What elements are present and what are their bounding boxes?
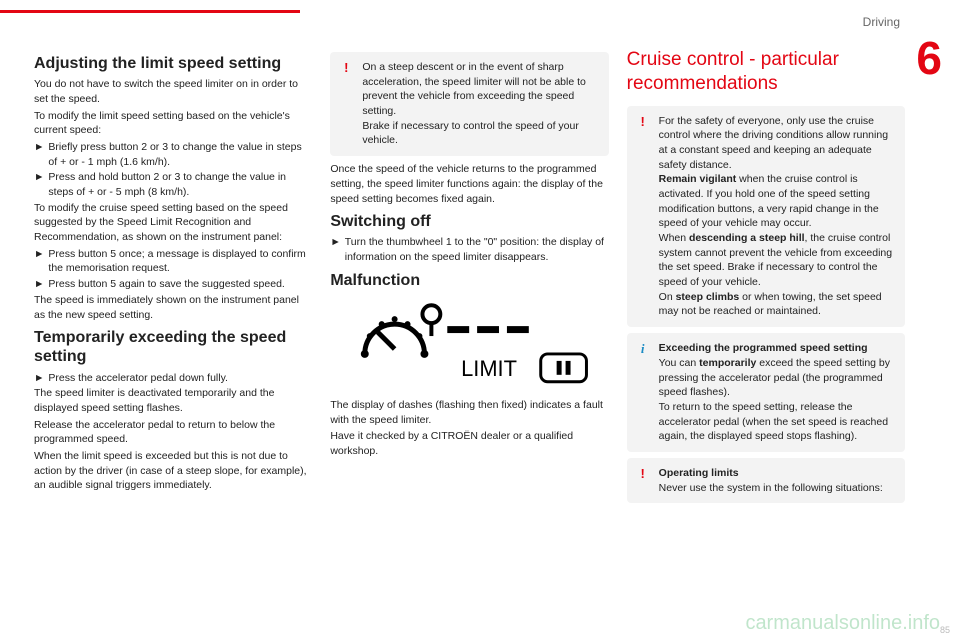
text: Never use the system in the following si…	[659, 482, 883, 494]
paragraph: When the limit speed is exceeded but thi…	[34, 449, 312, 493]
paragraph: The speed limiter is deactivated tempora…	[34, 386, 312, 415]
text-strong: steep climbs	[676, 291, 740, 303]
text: When	[659, 232, 689, 244]
heading-temporarily: Temporarily exceeding the speed setting	[34, 328, 312, 366]
paragraph: Release the accelerator pedal to return …	[34, 418, 312, 447]
heading-malfunction: Malfunction	[330, 271, 608, 290]
watermark: carmanualsonline.info	[745, 612, 940, 635]
bullet-item: ►Press and hold button 2 or 3 to change …	[34, 170, 312, 199]
column-3: Cruise control - particular recommendati…	[627, 48, 905, 630]
bullet-text: Press button 5 once; a message is displa…	[48, 247, 312, 276]
bullet-arrow-icon: ►	[34, 277, 44, 292]
callout-body: On a steep descent or in the event of sh…	[362, 60, 598, 148]
text-strong: descending a steep hill	[689, 232, 805, 244]
callout-title: Exceeding the programmed speed setting	[659, 342, 868, 354]
paragraph: You do not have to switch the speed limi…	[34, 77, 312, 106]
text: You can	[659, 357, 699, 369]
chapter-number: 6	[916, 35, 942, 81]
column-2: ! On a steep descent or in the event of …	[330, 48, 608, 630]
bullet-arrow-icon: ►	[34, 371, 44, 386]
callout-title: Operating limits	[659, 467, 739, 479]
paragraph: The display of dashes (flashing then fix…	[330, 398, 608, 427]
bullet-arrow-icon: ►	[34, 247, 44, 276]
page-number: 85	[940, 625, 950, 635]
column-1: Adjusting the limit speed setting You do…	[34, 48, 312, 630]
bullet-text: Briefly press button 2 or 3 to change th…	[48, 140, 312, 169]
heading-cruise-control: Cruise control - particular recommendati…	[627, 48, 905, 96]
text-strong: temporarily	[699, 357, 756, 369]
paragraph: To modify the limit speed setting based …	[34, 109, 312, 138]
bullet-item: ►Turn the thumbwheel 1 to the "0" positi…	[330, 235, 608, 264]
callout-body: Operating limits Never use the system in…	[659, 466, 895, 495]
bullet-text: Press button 5 again to save the suggest…	[48, 277, 312, 292]
paragraph: Have it checked by a CITROËN dealer or a…	[330, 429, 608, 458]
limit-label: LIMIT	[461, 356, 517, 381]
heading-switching-off: Switching off	[330, 212, 608, 231]
bullet-item: ►Press button 5 once; a message is displ…	[34, 247, 312, 276]
exclamation-icon: !	[338, 60, 354, 76]
callout-warning-limits: ! Operating limits Never use the system …	[627, 458, 905, 503]
callout-body: For the safety of everyone, only use the…	[659, 114, 895, 320]
paragraph: The speed is immediately shown on the in…	[34, 293, 312, 322]
limit-display-svg: LIMIT	[330, 294, 608, 394]
bullet-text: Press and hold button 2 or 3 to change t…	[48, 170, 312, 199]
text-strong: Remain vigilant	[659, 173, 737, 185]
bullet-arrow-icon: ►	[330, 235, 340, 264]
callout-body: Exceeding the programmed speed setting Y…	[659, 341, 895, 444]
bullet-arrow-icon: ►	[34, 140, 44, 169]
limit-display-figure: LIMIT	[330, 294, 608, 394]
bullet-item: ► Press button 5 again to save the sugges…	[34, 277, 312, 292]
paragraph: Once the speed of the vehicle returns to…	[330, 162, 608, 206]
text: For the safety of everyone, only use the…	[659, 115, 888, 171]
manual-page: Driving 6 Adjusting the limit speed sett…	[0, 0, 960, 640]
text: On	[659, 291, 676, 303]
top-accent-bar	[0, 10, 300, 13]
bullet-item: ►Briefly press button 2 or 3 to change t…	[34, 140, 312, 169]
callout-info-exceeding: i Exceeding the programmed speed setting…	[627, 333, 905, 452]
exclamation-icon: !	[635, 114, 651, 130]
bullet-text: Turn the thumbwheel 1 to the "0" positio…	[345, 235, 609, 264]
bullet-text: Press the accelerator pedal down fully.	[48, 371, 312, 386]
heading-adjusting: Adjusting the limit speed setting	[34, 54, 312, 73]
chapter-label: Driving	[863, 15, 900, 29]
paragraph: To modify the cruise speed setting based…	[34, 201, 312, 245]
info-icon: i	[635, 341, 651, 357]
bullet-item: ► Press the accelerator pedal down fully.	[34, 371, 312, 386]
callout-warning: ! On a steep descent or in the event of …	[330, 52, 608, 156]
callout-warning-safety: ! For the safety of everyone, only use t…	[627, 106, 905, 328]
exclamation-icon: !	[635, 466, 651, 482]
text: To return to the speed setting, release …	[659, 401, 888, 442]
bullet-arrow-icon: ►	[34, 170, 44, 199]
content-columns: Adjusting the limit speed setting You do…	[34, 48, 905, 630]
